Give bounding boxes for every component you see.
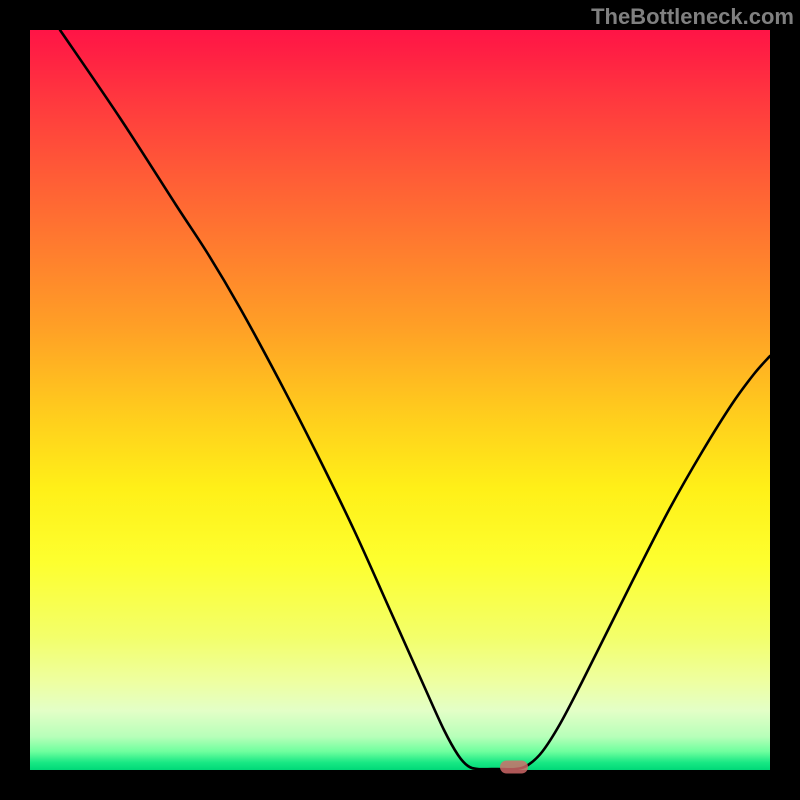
bottleneck-curve [30,30,770,770]
chart-container: TheBottleneck.com [0,0,800,800]
bottleneck-marker [500,761,528,774]
plot-area [30,30,770,770]
watermark-text: TheBottleneck.com [591,4,794,30]
